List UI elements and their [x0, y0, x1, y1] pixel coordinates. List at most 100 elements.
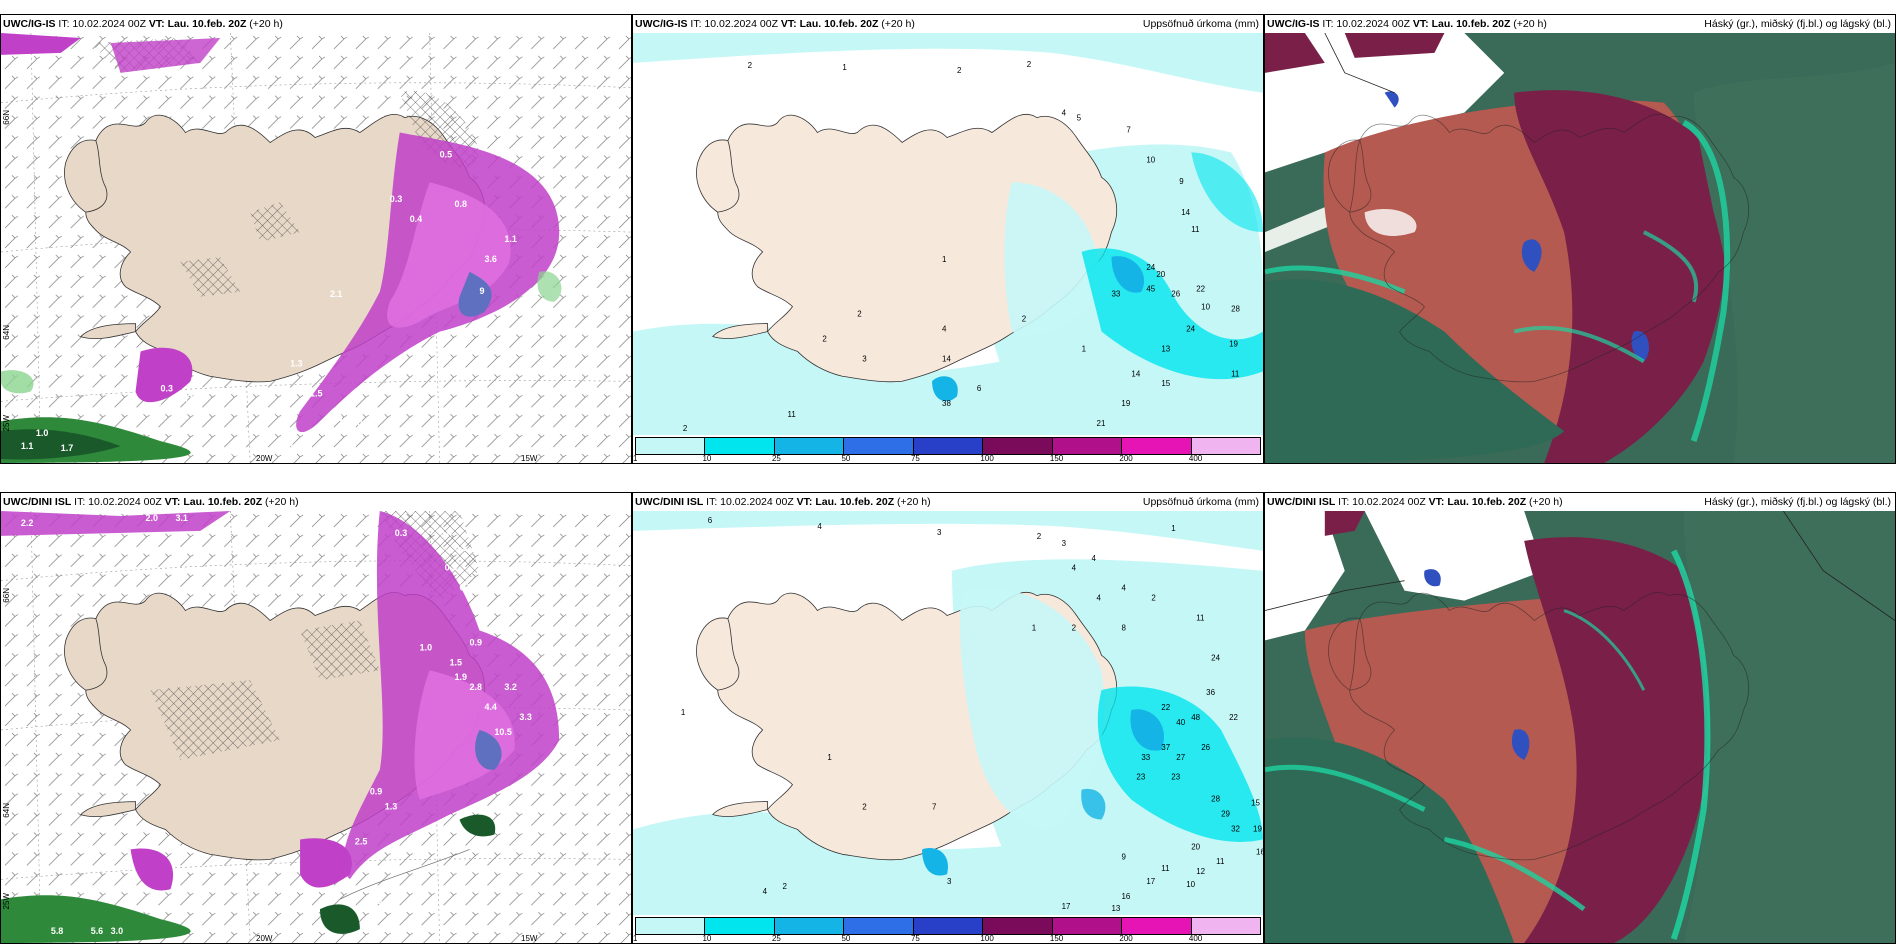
svg-text:20: 20	[1191, 842, 1200, 851]
svg-text:2: 2	[1072, 623, 1077, 632]
svg-text:37: 37	[1161, 743, 1170, 752]
svg-text:22: 22	[1161, 703, 1170, 712]
svg-text:3.0: 3.0	[111, 926, 123, 936]
colorbar: 1 10 25 50 75 100 150 200 400	[633, 915, 1263, 943]
vt-label: VT:	[148, 18, 165, 30]
colorbar-tick: 200	[1119, 454, 1133, 463]
colorbar-cells	[635, 917, 1261, 935]
svg-text:0.5: 0.5	[455, 543, 467, 553]
valid-time: Lau. 10.feb. 20Z	[1447, 496, 1527, 508]
svg-text:28: 28	[1231, 305, 1240, 314]
svg-text:0.4: 0.4	[440, 528, 452, 538]
svg-text:2: 2	[783, 882, 788, 891]
svg-text:0.4: 0.4	[410, 214, 422, 224]
lead-time: (+20 h)	[249, 18, 283, 30]
svg-text:4: 4	[1097, 594, 1102, 603]
svg-text:1.1: 1.1	[504, 234, 516, 244]
lead-time: (+20 h)	[1513, 18, 1547, 30]
svg-text:1.3: 1.3	[385, 802, 397, 812]
svg-text:9: 9	[479, 286, 484, 296]
svg-text:1.0: 1.0	[350, 418, 362, 428]
svg-text:1: 1	[1032, 623, 1037, 632]
colorbar-tick: 25	[771, 934, 781, 943]
svg-text:5.8: 5.8	[51, 926, 63, 936]
panel-header: UWC/DINI ISL IT: 10.02.2024 00Z VT: Lau.…	[1, 493, 631, 511]
svg-text:4: 4	[1092, 554, 1097, 563]
colorbar-tick: 200	[1119, 934, 1133, 943]
svg-text:11: 11	[788, 410, 797, 419]
svg-text:27: 27	[1176, 753, 1185, 762]
svg-text:1: 1	[681, 708, 686, 717]
svg-text:13: 13	[1111, 904, 1120, 913]
svg-text:13: 13	[1161, 344, 1170, 353]
svg-text:1.0: 1.0	[36, 428, 48, 438]
svg-text:4: 4	[942, 325, 947, 334]
svg-text:15: 15	[1161, 379, 1170, 388]
cloud-cover-map	[1265, 33, 1895, 463]
init-time: IT: 10.02.2024 00Z	[1322, 18, 1410, 30]
svg-text:2.1: 2.1	[330, 289, 342, 299]
svg-text:22: 22	[1196, 285, 1205, 294]
init-time: IT: 10.02.2024 00Z	[74, 496, 162, 508]
svg-text:3.6: 3.6	[370, 896, 382, 906]
init-time: IT: 10.02.2024 00Z	[58, 18, 146, 30]
model-name: UWC/IG-IS	[635, 18, 688, 30]
model-name: UWC/DINI ISL	[1267, 496, 1336, 508]
model-name: UWC/DINI ISL	[635, 496, 704, 508]
svg-text:36: 36	[1206, 688, 1215, 697]
colorbar-tick: 1	[633, 934, 638, 943]
svg-text:40: 40	[1176, 718, 1185, 727]
svg-text:23: 23	[1136, 773, 1145, 782]
svg-text:48: 48	[1191, 713, 1200, 722]
svg-text:16: 16	[1121, 892, 1130, 901]
snow-precip-map: 0.3 0.4 0.5 0.5 0.7 0.9 1.0 1.5 1.9 2.8 3.2 4.4 …	[1, 511, 631, 943]
svg-text:1: 1	[827, 753, 832, 762]
lon-label-20w: 20W	[256, 454, 273, 463]
svg-text:24: 24	[1146, 263, 1155, 272]
svg-text:14: 14	[1131, 369, 1140, 378]
lon-label-20w: 20W	[256, 934, 273, 943]
svg-text:1.1: 1.1	[21, 441, 33, 451]
lat-label-66n: 66N	[2, 588, 11, 603]
svg-text:19: 19	[1229, 339, 1238, 348]
colorbar-tick: 100	[980, 454, 994, 463]
colorbar-tick: 1	[633, 454, 638, 463]
svg-text:2.2: 2.2	[21, 518, 33, 528]
svg-text:0.3: 0.3	[330, 413, 342, 423]
svg-text:6: 6	[708, 516, 713, 525]
svg-text:24: 24	[1211, 653, 1220, 662]
svg-text:9: 9	[1179, 177, 1184, 186]
colorbar: 1 10 25 50 75 100 150 200 400	[633, 435, 1263, 463]
svg-text:10: 10	[1201, 303, 1210, 312]
svg-text:0.8: 0.8	[455, 199, 467, 209]
svg-text:5.6: 5.6	[91, 926, 103, 936]
svg-text:1.2: 1.2	[151, 428, 163, 438]
svg-text:0.9: 0.9	[470, 637, 482, 647]
init-time: IT: 10.02.2024 00Z	[706, 496, 794, 508]
svg-text:29: 29	[1221, 809, 1230, 818]
panel-bottom-left: UWC/DINI ISL IT: 10.02.2024 00Z VT: Lau.…	[0, 492, 632, 944]
colorbar-ticks: 1 10 25 50 75 100 150 200 400	[633, 454, 1261, 463]
svg-text:26: 26	[1201, 743, 1210, 752]
svg-text:8: 8	[1121, 623, 1126, 632]
svg-text:26: 26	[1171, 290, 1180, 299]
lon-label-15w: 15W	[521, 934, 538, 943]
panel-header: UWC/IG-IS IT: 10.02.2024 00Z VT: Lau. 10…	[633, 15, 1263, 33]
valid-time: Lau. 10.feb. 20Z	[815, 496, 895, 508]
svg-text:1.9: 1.9	[455, 672, 467, 682]
svg-text:12: 12	[1196, 867, 1205, 876]
colorbar-tick: 400	[1188, 934, 1203, 943]
svg-text:3: 3	[947, 877, 952, 886]
panel-top-right: UWC/IG-IS IT: 10.02.2024 00Z VT: Lau. 10…	[1264, 14, 1896, 464]
svg-text:2: 2	[1037, 532, 1042, 541]
lat-label-64n: 64N	[2, 803, 11, 818]
valid-time: Lau. 10.feb. 20Z	[183, 496, 263, 508]
svg-text:1: 1	[842, 63, 847, 72]
lat-label-66n: 66N	[2, 110, 11, 125]
panel-header: UWC/IG-IS IT: 10.02.2024 00Z VT: Lau. 10…	[1265, 15, 1895, 33]
svg-text:33: 33	[1111, 290, 1120, 299]
svg-text:1.3: 1.3	[290, 358, 302, 368]
svg-text:4: 4	[817, 522, 822, 531]
model-name: UWC/DINI ISL	[3, 496, 72, 508]
